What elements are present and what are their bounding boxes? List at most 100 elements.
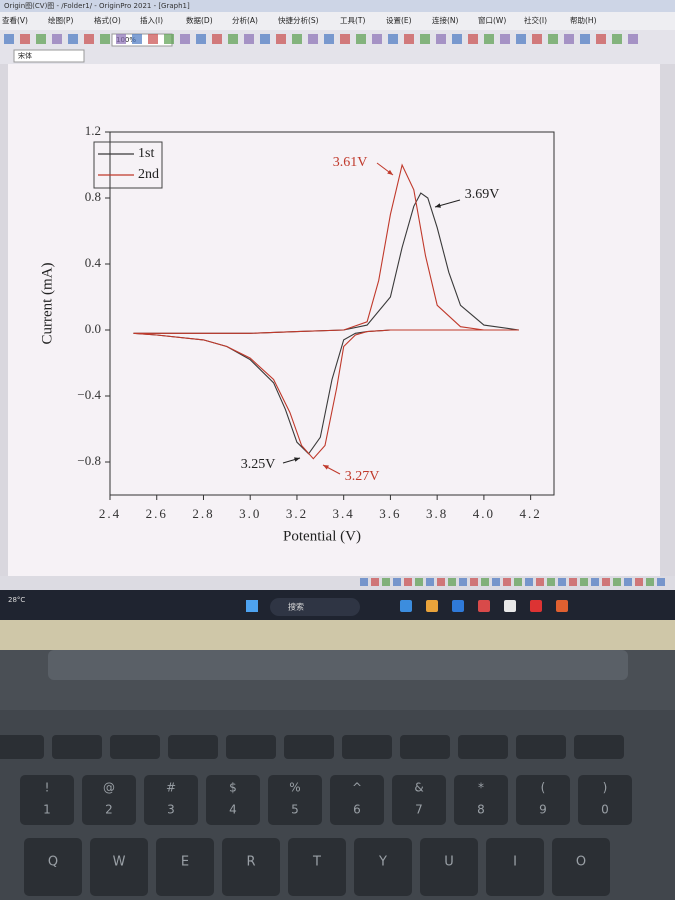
menu-item[interactable]: 工具(T): [340, 16, 366, 25]
key-digit: 2: [105, 803, 113, 817]
key-symbol: (: [541, 781, 546, 795]
key[interactable]: [516, 775, 570, 825]
key-digit: 5: [291, 803, 299, 817]
key: [400, 735, 450, 759]
key-digit: 3: [167, 803, 175, 817]
toolbar-icon: [481, 578, 489, 586]
menu-item[interactable]: 窗口(W): [478, 15, 506, 25]
toolbar-icon: [503, 578, 511, 586]
toolbar-icon: [500, 34, 510, 44]
menu-item[interactable]: 连接(N): [432, 15, 459, 25]
key-letter: R: [246, 855, 255, 870]
graph-page: [8, 64, 660, 576]
toolbar-icon: [547, 578, 555, 586]
zoom-level: 100%: [116, 36, 136, 44]
menu-item[interactable]: 格式(O): [94, 15, 121, 25]
toolbar-icon: [635, 578, 643, 586]
menu-item[interactable]: 社交(I): [524, 15, 547, 25]
key: [516, 735, 566, 759]
key: [168, 735, 218, 759]
key[interactable]: [330, 775, 384, 825]
toolbar-icon: [360, 578, 368, 586]
key: [342, 735, 392, 759]
search-label: 搜索: [288, 602, 304, 612]
taskbar-icon: [400, 600, 412, 612]
weather: 28°C: [8, 596, 25, 604]
key[interactable]: [222, 838, 280, 896]
key[interactable]: [552, 838, 610, 896]
key[interactable]: [454, 775, 508, 825]
key[interactable]: [20, 775, 74, 825]
menu-item[interactable]: 快捷分析(S): [278, 15, 319, 25]
toolbar-icon: [558, 578, 566, 586]
toolbar-icon: [596, 34, 606, 44]
menu-item[interactable]: 插入(I): [140, 15, 163, 25]
toolbar-icon: [212, 34, 222, 44]
toolbar-icon: [148, 34, 158, 44]
key[interactable]: [90, 838, 148, 896]
toolbar-icon: [388, 34, 398, 44]
menu-item[interactable]: 查看(V): [2, 15, 28, 25]
title-bar: [0, 0, 675, 12]
key[interactable]: [82, 775, 136, 825]
taskbar-icon: [478, 600, 490, 612]
menu-item[interactable]: 数据(D): [186, 15, 213, 25]
toolbar-icon: [84, 34, 94, 44]
toolbar-icon: [525, 578, 533, 586]
key[interactable]: [156, 838, 214, 896]
key-digit: 1: [43, 803, 51, 817]
toolbar-icon: [448, 578, 456, 586]
toolbar-icon: [420, 34, 430, 44]
menu-item[interactable]: 绘图(P): [48, 15, 73, 25]
toolbar-icon: [564, 34, 574, 44]
chart: −0.8 −0.4 0.0 0.4 0.8 1.2 2.4 2.6 2.8 3.0 3.2 3.4 3.…: [39, 123, 555, 544]
key[interactable]: [354, 838, 412, 896]
x-tick-label: 2.6: [146, 506, 168, 521]
key[interactable]: [24, 838, 82, 896]
key-digit: 4: [229, 803, 237, 817]
y-tick-label: −0.4: [77, 387, 101, 402]
menu-item[interactable]: 分析(A): [232, 15, 258, 25]
key[interactable]: [486, 838, 544, 896]
toolbar-icon: [52, 34, 62, 44]
key-digit: 7: [415, 803, 423, 817]
x-tick-label: 4.0: [473, 506, 495, 521]
key-letter: Y: [378, 855, 387, 870]
key-symbol: ): [603, 781, 608, 795]
key[interactable]: [268, 775, 322, 825]
key[interactable]: [392, 775, 446, 825]
toolbar-icon: [646, 578, 654, 586]
start-button[interactable]: [246, 600, 258, 612]
toolbar-icon: [657, 578, 665, 586]
toolbar-icon: [624, 578, 632, 586]
search-box[interactable]: [270, 598, 360, 616]
hinge-bar: [48, 650, 628, 680]
key: [458, 735, 508, 759]
toolbar-icon: [20, 34, 30, 44]
key-symbol: %: [289, 781, 300, 795]
key: [0, 735, 44, 759]
toolbar-icon: [164, 34, 174, 44]
toolbar-icon: [372, 34, 382, 44]
toolbar-icon: [452, 34, 462, 44]
key[interactable]: [288, 838, 346, 896]
key: [110, 735, 160, 759]
toolbar-icon: [580, 578, 588, 586]
menu-item[interactable]: 设置(E): [386, 15, 412, 25]
plot-frame: [109, 131, 555, 496]
toolbar-icon: [468, 34, 478, 44]
key-symbol: ^: [352, 781, 362, 795]
key[interactable]: [144, 775, 198, 825]
x-tick-label: 2.8: [192, 506, 214, 521]
key[interactable]: [420, 838, 478, 896]
toolbar-icon: [340, 34, 350, 44]
key: [226, 735, 276, 759]
key[interactable]: [578, 775, 632, 825]
menu-item[interactable]: 帮助(H): [570, 15, 597, 25]
annotation: 3.69V: [465, 187, 500, 202]
key-letter: O: [576, 855, 586, 870]
key[interactable]: [206, 775, 260, 825]
toolbar-icon: [426, 578, 434, 586]
toolbar-icon: [393, 578, 401, 586]
